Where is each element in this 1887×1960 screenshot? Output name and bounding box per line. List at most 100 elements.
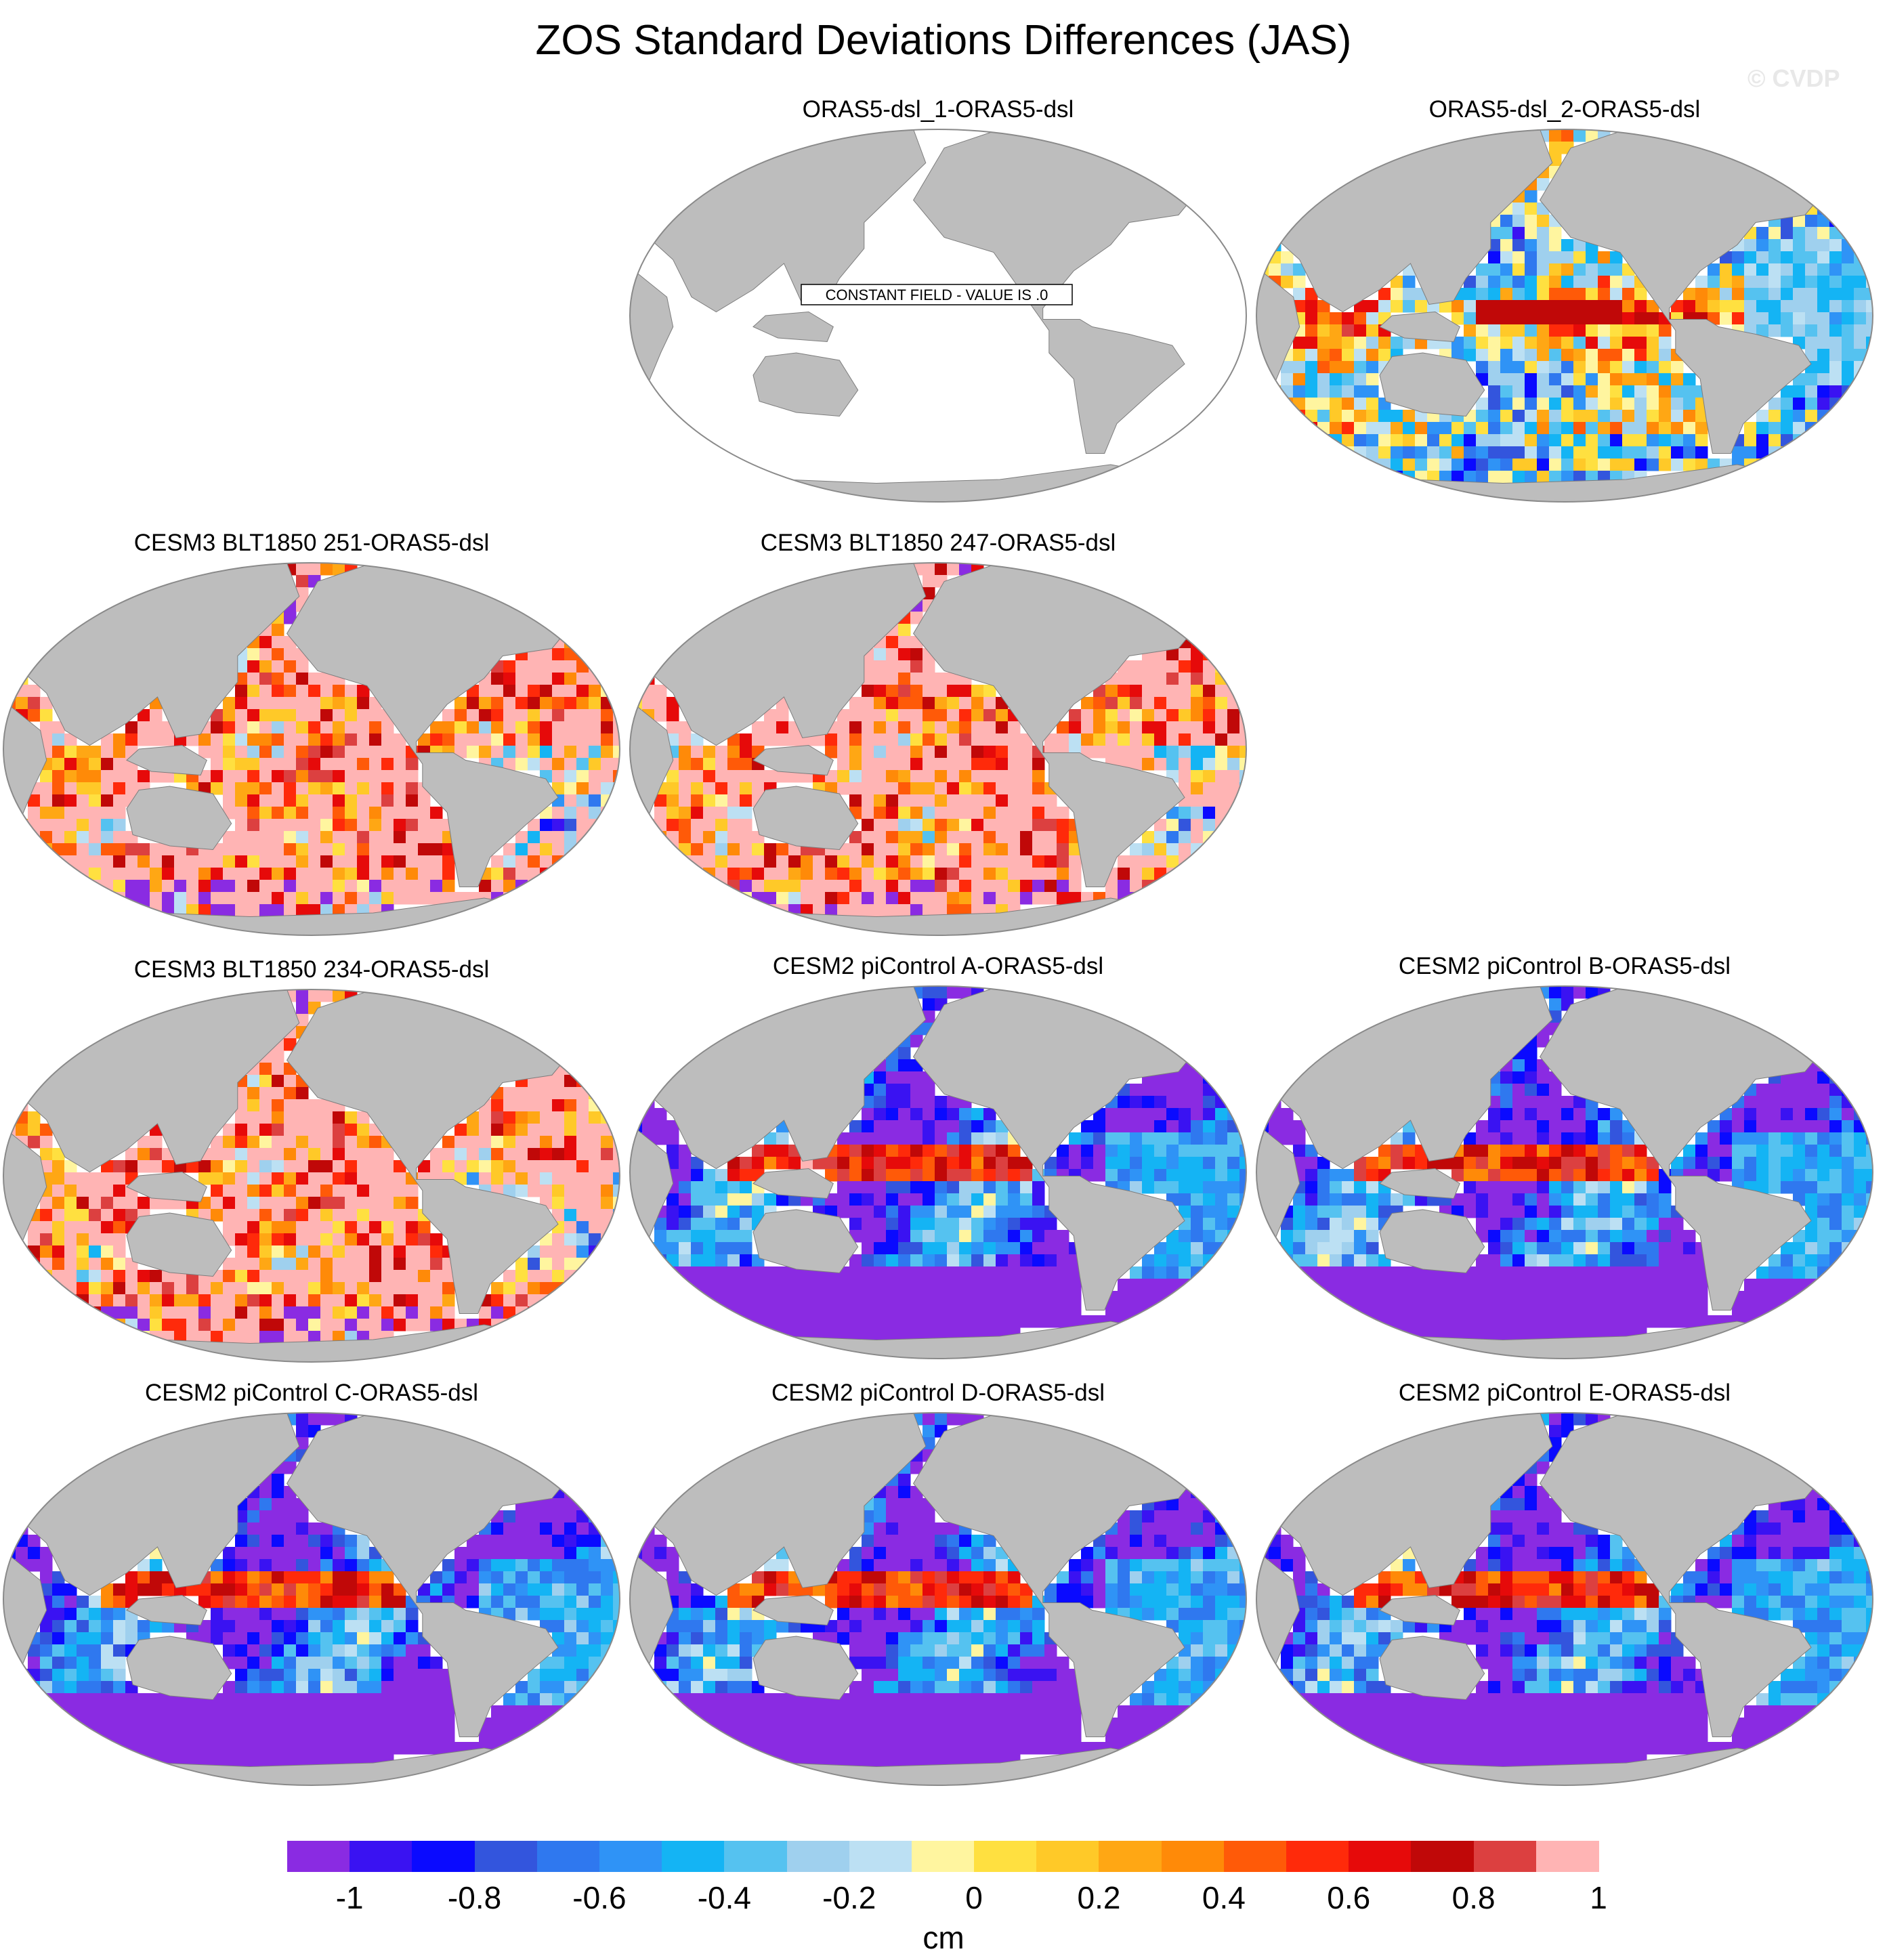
- colorbar-swatch: [474, 1841, 538, 1872]
- colorbar-tick-label: 0.6: [1327, 1880, 1371, 1915]
- colorbar-tick-label: -0.2: [822, 1880, 876, 1915]
- landmass-americas: [912, 1413, 1204, 1737]
- landmass-greenland: [1135, 1420, 1204, 1462]
- map-panel-cesm2-d: CESM2 piControl D-ORAS5-dsl: [627, 1378, 1250, 1798]
- colorbar-swatch: [536, 1841, 600, 1872]
- colorbar: [287, 1841, 1599, 1872]
- colorbar-unit-label: cm: [923, 1920, 964, 1955]
- landmass-americas: [912, 563, 1204, 887]
- world-map: [3, 562, 620, 936]
- map-panel-oras5-dsl-1: ORAS5-dsl_1-ORAS5-dsl CONSTANT FIELD - V…: [627, 95, 1250, 515]
- colorbar-swatch: [287, 1841, 350, 1872]
- landmass-greenland: [1761, 136, 1831, 179]
- landmass-americas: [1539, 1413, 1831, 1737]
- world-map: [1256, 985, 1873, 1359]
- landmass-greenland: [1135, 993, 1204, 1036]
- world-map: [3, 1412, 620, 1786]
- landmass-australia: [752, 1209, 859, 1274]
- landmass-americas: [286, 989, 578, 1314]
- map-outline: [629, 562, 1247, 936]
- map-panel-cesm2-c: CESM2 piControl C-ORAS5-dsl: [0, 1378, 623, 1798]
- map-panel-cesm2-b: CESM2 piControl B-ORAS5-dsl: [1253, 952, 1876, 1371]
- world-map: [3, 989, 620, 1363]
- colorbar-swatch: [1349, 1841, 1412, 1872]
- colorbar-swatch: [1535, 1841, 1599, 1872]
- colorbar-swatch: [349, 1841, 412, 1872]
- world-map: [1256, 1412, 1873, 1786]
- panel-title: CESM2 piControl A-ORAS5-dsl: [772, 953, 1104, 979]
- page-title: ZOS Standard Deviations Differences (JAS…: [535, 17, 1352, 64]
- colorbar-tick-label: -0.6: [572, 1880, 627, 1915]
- landmass-indonesia: [752, 744, 834, 776]
- map-outline: [1256, 1412, 1873, 1786]
- colorbar-swatch: [724, 1841, 788, 1872]
- credit-watermark: © CVDP: [1747, 64, 1840, 92]
- landmass-greenland: [1761, 1420, 1831, 1462]
- landmass-americas: [1539, 129, 1831, 454]
- colorbar-tick-label: -1: [335, 1880, 364, 1915]
- map-panel-cesm2-a: CESM2 piControl A-ORAS5-dsl: [627, 952, 1250, 1371]
- map-outline: [3, 989, 620, 1363]
- colorbar-swatch: [911, 1841, 975, 1872]
- panel-title: CESM3 BLT1850 251-ORAS5-dsl: [133, 530, 490, 556]
- colorbar-tick-label: -0.4: [697, 1880, 751, 1915]
- landmass-australia: [752, 1636, 859, 1701]
- colorbar-swatch: [1099, 1841, 1162, 1872]
- map-outline: [3, 562, 620, 936]
- panel-title: CESM2 piControl C-ORAS5-dsl: [144, 1380, 479, 1406]
- svg-text:CONSTANT FIELD - VALUE IS .0: CONSTANT FIELD - VALUE IS .0: [826, 286, 1048, 303]
- colorbar-tick-label: 0.2: [1077, 1880, 1121, 1915]
- panel-title: CESM3 BLT1850 247-ORAS5-dsl: [760, 530, 1116, 556]
- colorbar-swatch: [662, 1841, 725, 1872]
- landmass-indonesia: [752, 311, 834, 343]
- landmass-americas: [286, 1413, 578, 1737]
- world-map: [629, 985, 1247, 1359]
- landmass-indonesia: [126, 1171, 207, 1203]
- map-panel-oras5-dsl-2: ORAS5-dsl_2-ORAS5-dsl: [1253, 95, 1876, 515]
- landmass-greenland: [1135, 136, 1204, 179]
- landmass-greenland: [1135, 570, 1204, 612]
- landmass-australia: [1379, 1209, 1485, 1274]
- map-panel-cesm3-234: CESM3 BLT1850 234-ORAS5-dsl: [0, 955, 623, 1375]
- map-outline: [3, 1412, 620, 1786]
- world-map: CONSTANT FIELD - VALUE IS .0: [629, 129, 1247, 503]
- world-map: [1256, 129, 1873, 503]
- colorbar-swatch: [786, 1841, 850, 1872]
- world-map: [629, 562, 1247, 936]
- colorbar-tick-label: -0.8: [447, 1880, 502, 1915]
- panel-title: CESM2 piControl E-ORAS5-dsl: [1398, 1380, 1731, 1406]
- colorbar-tick-label: 0: [965, 1880, 983, 1915]
- colorbar-swatch: [974, 1841, 1037, 1872]
- map-panel-cesm3-247: CESM3 BLT1850 247-ORAS5-dsl: [627, 528, 1250, 948]
- constant-field-label: CONSTANT FIELD - VALUE IS .0: [801, 284, 1073, 305]
- map-outline: [1256, 985, 1873, 1359]
- map-outline: [629, 129, 1247, 503]
- landmass-australia: [1379, 352, 1485, 417]
- landmass-indonesia: [1379, 1168, 1460, 1199]
- colorbar-swatch: [1286, 1841, 1349, 1872]
- map-panel-cesm3-251: CESM3 BLT1850 251-ORAS5-dsl: [0, 528, 623, 948]
- landmass-greenland: [508, 1420, 578, 1462]
- colorbar-swatch: [599, 1841, 662, 1872]
- landmass-australia: [1379, 1636, 1485, 1701]
- landmass-indonesia: [1379, 311, 1460, 343]
- landmass-indonesia: [126, 744, 207, 776]
- map-panel-cesm2-e: CESM2 piControl E-ORAS5-dsl: [1253, 1378, 1876, 1798]
- landmass-australia: [126, 1636, 232, 1701]
- landmass-indonesia: [1379, 1594, 1460, 1626]
- panel-title: CESM3 BLT1850 234-ORAS5-dsl: [133, 956, 490, 983]
- colorbar-swatch: [412, 1841, 475, 1872]
- panel-title: ORAS5-dsl_2-ORAS5-dsl: [1428, 96, 1701, 123]
- landmass-greenland: [508, 996, 578, 1039]
- colorbar-swatch: [1411, 1841, 1475, 1872]
- panel-title: CESM2 piControl B-ORAS5-dsl: [1398, 953, 1731, 979]
- landmass-australia: [126, 1212, 232, 1277]
- colorbar-swatch: [1036, 1841, 1100, 1872]
- landmass-indonesia: [752, 1168, 834, 1199]
- map-outline: [1256, 129, 1873, 503]
- landmass-americas: [1539, 986, 1831, 1311]
- map-outline: [629, 1412, 1247, 1786]
- landmass-americas: [912, 986, 1204, 1311]
- landmass-greenland: [1761, 993, 1831, 1036]
- colorbar-swatch: [1473, 1841, 1537, 1872]
